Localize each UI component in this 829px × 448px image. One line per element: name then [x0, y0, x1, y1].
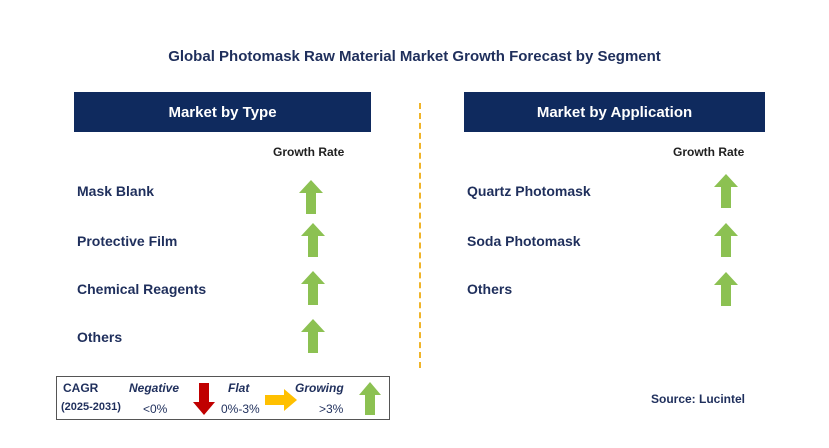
legend-growing-range: >3%	[319, 402, 344, 416]
panel-divider	[419, 103, 421, 368]
arrow-down-icon	[193, 383, 215, 415]
arrow-up-icon	[714, 272, 738, 306]
arrow-up-icon	[299, 180, 323, 214]
arrow-right-icon	[265, 389, 297, 411]
row-label-quartz-photomask: Quartz Photomask	[467, 183, 591, 199]
arrow-up-icon	[714, 223, 738, 257]
market-by-type-header: Market by Type	[74, 92, 371, 132]
market-by-application-header-label: Market by Application	[536, 103, 693, 121]
arrow-up-icon	[359, 382, 381, 415]
legend-negative-range: <0%	[143, 402, 168, 416]
row-label-mask-blank: Mask Blank	[77, 183, 155, 199]
left-growth-rate-label: Growth Rate	[273, 145, 345, 159]
legend-growing-label: Growing	[295, 381, 344, 395]
arrow-up-icon	[301, 223, 325, 257]
row-label-protective-film: Protective Film	[77, 233, 178, 249]
market-by-type-header-label: Market by Type	[168, 103, 277, 121]
row-label-others-type: Others	[77, 329, 123, 345]
cagr-legend: CAGR (2025-2031) Negative <0% Flat 0%-3%…	[56, 376, 390, 420]
source-label: Source: Lucintel	[651, 392, 746, 406]
arrow-up-icon	[301, 319, 325, 353]
legend-period: (2025-2031)	[61, 401, 121, 413]
legend-negative-label: Negative	[129, 381, 180, 395]
market-by-application-header: Market by Application	[464, 92, 765, 132]
legend-flat-range: 0%-3%	[221, 402, 260, 416]
row-label-others-application: Others	[467, 281, 513, 297]
legend-cagr-label: CAGR	[63, 381, 99, 395]
row-label-chemical-reagents: Chemical Reagents	[77, 281, 207, 297]
legend-flat-label: Flat	[228, 381, 250, 395]
arrow-up-icon	[714, 174, 738, 208]
arrow-up-icon	[301, 271, 325, 305]
row-label-soda-photomask: Soda Photomask	[467, 233, 581, 249]
page-title: Global Photomask Raw Material Market Gro…	[168, 48, 661, 65]
right-growth-rate-label: Growth Rate	[673, 145, 745, 159]
